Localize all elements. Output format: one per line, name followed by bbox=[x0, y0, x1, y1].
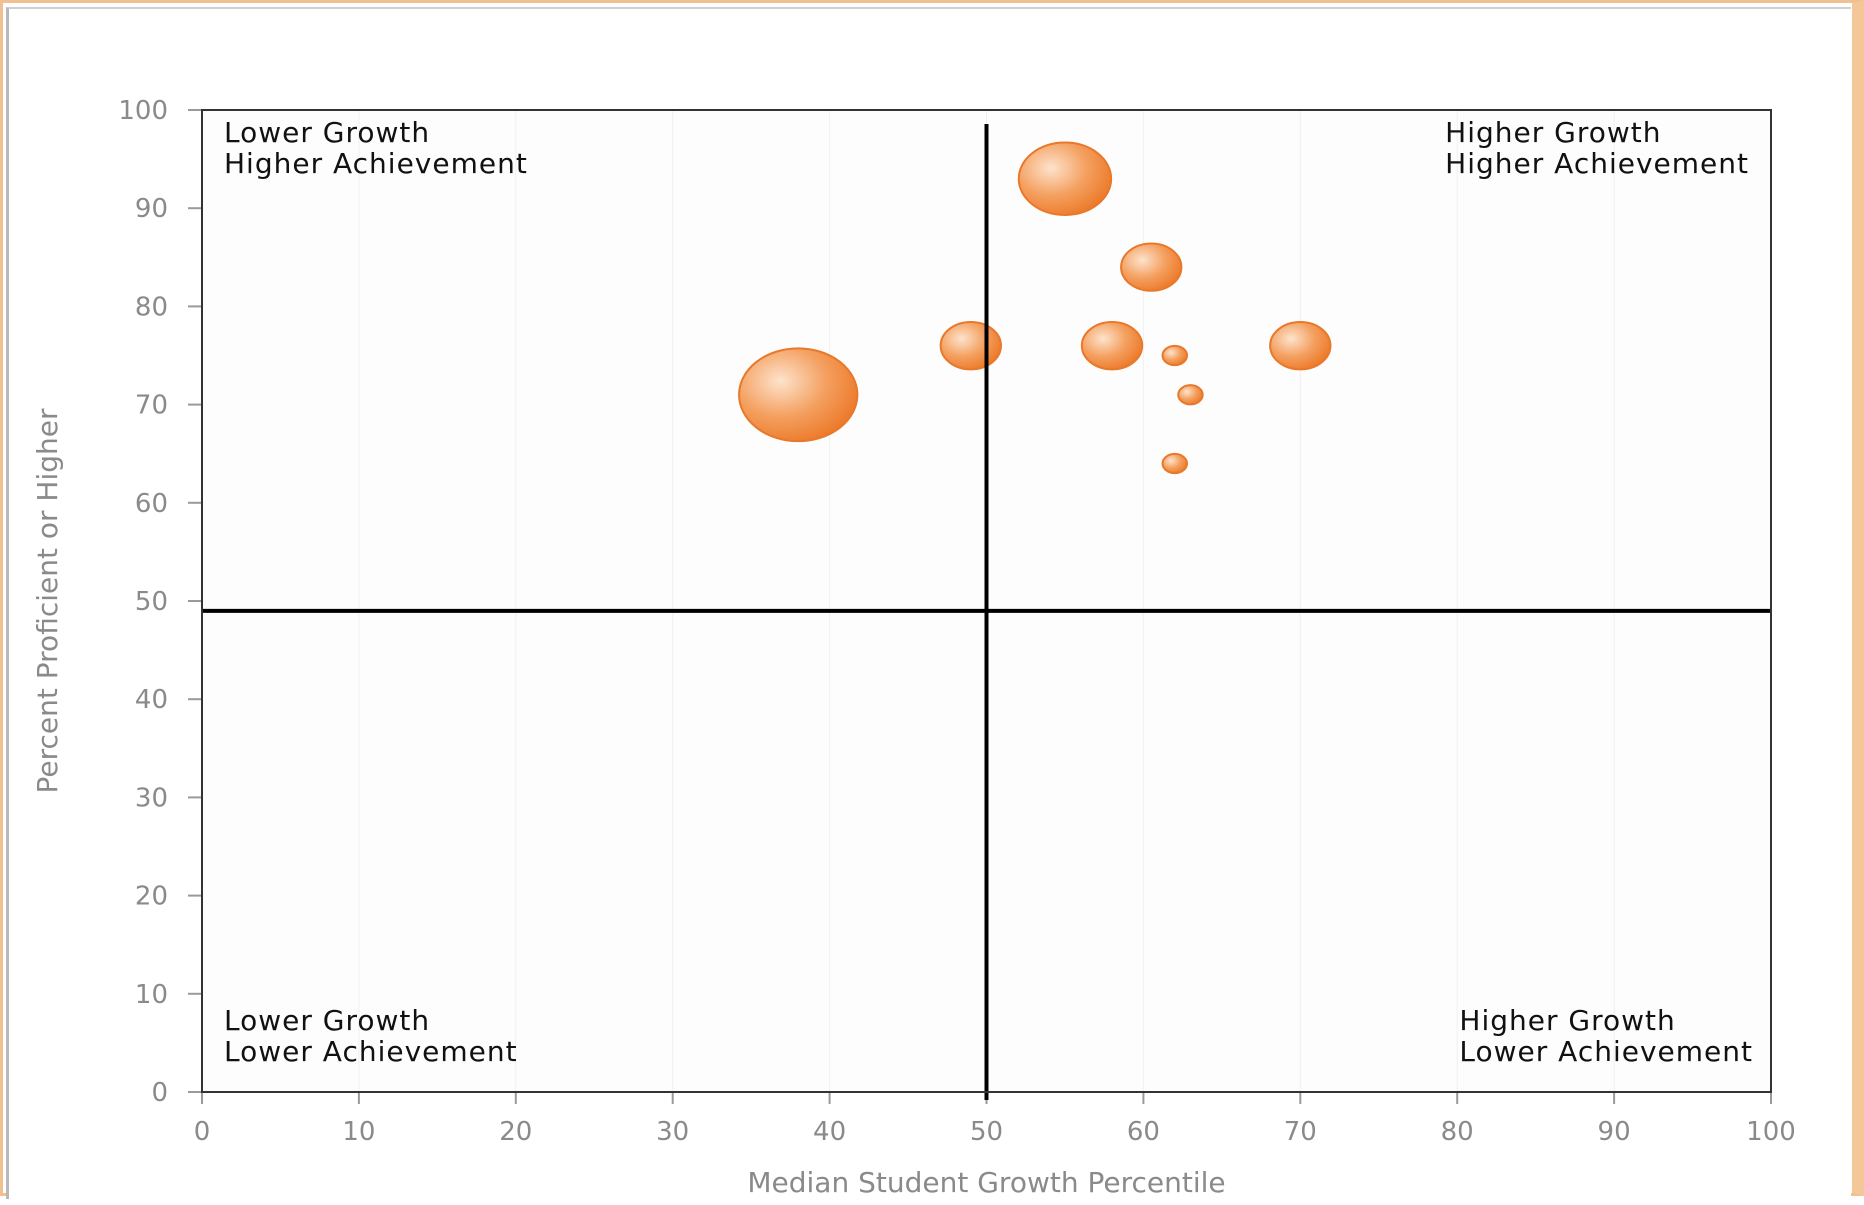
bubble bbox=[1017, 141, 1113, 216]
bubble bbox=[1120, 242, 1183, 292]
bubble bbox=[1161, 344, 1189, 367]
y-tick-label: 80 bbox=[135, 292, 168, 322]
y-tick-label: 10 bbox=[135, 980, 168, 1010]
y-tick-label: 60 bbox=[135, 489, 168, 519]
bubble-chart: 0 10 20 30 40 50 60 70 80 90 100 0 10 20 30 40 50 60 70 80 9… bbox=[31, 96, 1796, 1199]
y-tick-label: 50 bbox=[135, 587, 168, 617]
quadrant-labels: Lower Growth Higher Achievement Higher Gro… bbox=[224, 116, 1753, 1068]
quadrant-label-bottom-left: Lower Growth Lower Achievement bbox=[224, 1004, 518, 1068]
bubble bbox=[738, 347, 859, 443]
x-axis-label: Median Student Growth Percentile bbox=[747, 1166, 1225, 1199]
y-tick-label: 90 bbox=[135, 194, 168, 224]
y-tick-label: 40 bbox=[135, 685, 168, 715]
bubble bbox=[1177, 384, 1204, 406]
bubbles bbox=[738, 141, 1332, 475]
quadrant-label-top-right: Higher Growth Higher Achievement bbox=[1445, 116, 1749, 180]
bubble bbox=[1080, 321, 1144, 371]
x-tick-label: 100 bbox=[1746, 1117, 1796, 1147]
x-tick-label: 90 bbox=[1598, 1117, 1631, 1147]
y-axis-label: Percent Proficient or Higher bbox=[31, 408, 64, 793]
y-tick-label: 20 bbox=[135, 882, 168, 912]
bubble bbox=[939, 321, 1002, 371]
gridlines bbox=[358, 110, 1615, 1092]
x-tick-label: 10 bbox=[342, 1117, 375, 1147]
x-tick-label: 80 bbox=[1441, 1117, 1474, 1147]
x-tick-label: 30 bbox=[656, 1117, 689, 1147]
quadrant-label-bottom-right: Higher Growth Lower Achievement bbox=[1459, 1004, 1753, 1068]
chart-panel: 0 10 20 30 40 50 60 70 80 90 100 0 10 20 30 40 50 60 70 80 9… bbox=[6, 7, 1851, 1199]
axis-ticks: 0 10 20 30 40 50 60 70 80 90 100 0 10 20 30 40 50 60 70 80 9… bbox=[118, 96, 1795, 1147]
bubble bbox=[1269, 321, 1332, 371]
y-tick-label: 0 bbox=[151, 1078, 168, 1108]
y-tick-label: 70 bbox=[135, 391, 168, 421]
x-tick-label: 60 bbox=[1127, 1117, 1160, 1147]
x-tick-label: 20 bbox=[499, 1117, 532, 1147]
x-tick-label: 0 bbox=[194, 1117, 211, 1147]
y-tick-label: 100 bbox=[118, 96, 168, 126]
quadrant-lines bbox=[202, 124, 1771, 1100]
quadrant-label-top-left: Lower Growth Higher Achievement bbox=[224, 116, 528, 180]
y-tick-label: 30 bbox=[135, 783, 168, 813]
x-tick-label: 70 bbox=[1284, 1117, 1317, 1147]
plot-border bbox=[201, 109, 1772, 1093]
x-tick-label: 40 bbox=[813, 1117, 846, 1147]
x-tick-label: 50 bbox=[970, 1117, 1003, 1147]
bubble bbox=[1161, 452, 1189, 475]
